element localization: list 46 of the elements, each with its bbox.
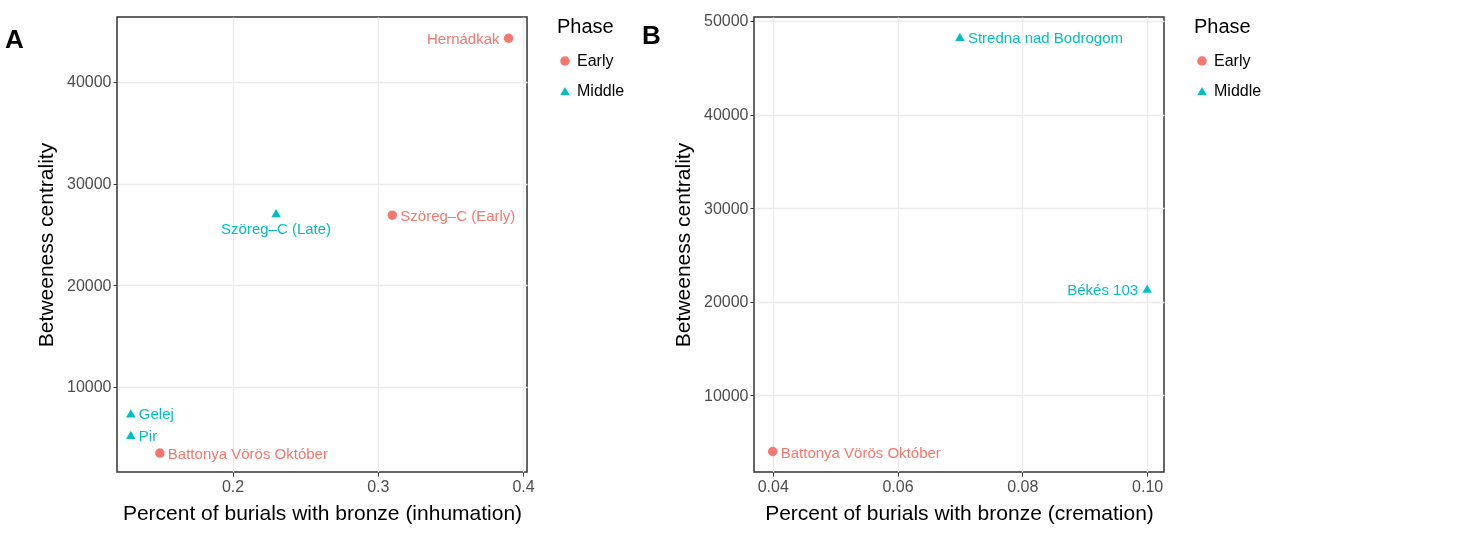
legend-label: Middle bbox=[1214, 82, 1262, 99]
annotation: Békés 103 bbox=[1067, 280, 1139, 298]
annotation: Stredna nad Bodrogom bbox=[967, 28, 1124, 46]
point bbox=[767, 446, 778, 457]
x-tick-label: 0.10 bbox=[1132, 477, 1164, 495]
x-axis-title: Percent of burials with bronze (inhumation) bbox=[122, 500, 523, 524]
y-tick-label: 10000 bbox=[704, 386, 749, 404]
x-tick-label: 0.04 bbox=[757, 477, 789, 495]
chart-title: A bbox=[5, 24, 24, 54]
y-axis-title: Betweeness centrality bbox=[671, 142, 695, 348]
annotation: Battonya Vörös Október bbox=[780, 443, 941, 461]
x-tick-label: 0.06 bbox=[882, 477, 914, 495]
annotation: Battonya Vörös Október bbox=[167, 445, 328, 463]
annotation: Szöreg–C (Early) bbox=[400, 207, 516, 225]
y-tick-label: 20000 bbox=[67, 276, 112, 294]
point bbox=[126, 430, 136, 439]
point bbox=[1142, 284, 1152, 293]
x-tick-label: 0.2 bbox=[221, 477, 245, 495]
y-tick-label: 40000 bbox=[67, 73, 112, 91]
point bbox=[155, 448, 165, 458]
point bbox=[271, 209, 281, 218]
y-axis-title: Betweeness centrality bbox=[34, 142, 58, 348]
x-tick-label: 0.3 bbox=[367, 477, 390, 495]
legend-label: Middle bbox=[577, 82, 625, 99]
chart-title: B bbox=[642, 19, 661, 50]
legend-title: Phase bbox=[1194, 15, 1251, 37]
y-tick-label: 30000 bbox=[704, 199, 749, 217]
point bbox=[503, 33, 514, 43]
legend-title: Phase bbox=[557, 15, 614, 37]
y-tick-label: 30000 bbox=[67, 175, 112, 193]
point bbox=[126, 409, 136, 418]
x-axis-title: Percent of burials with bronze (cremation) bbox=[765, 500, 1154, 524]
annotation: Szöreg–C (Late) bbox=[221, 220, 332, 238]
y-tick-label: 40000 bbox=[704, 106, 749, 124]
legend-label: Early bbox=[577, 52, 614, 69]
annotation: Hernádkak bbox=[427, 30, 501, 48]
legend-label: Early bbox=[1214, 52, 1251, 69]
point bbox=[955, 32, 965, 41]
y-tick-label: 10000 bbox=[67, 378, 112, 396]
annotation: Gelej bbox=[138, 405, 174, 423]
x-tick-label: 0.08 bbox=[1007, 477, 1039, 495]
y-tick-label: 50000 bbox=[704, 12, 749, 30]
y-tick-label: 20000 bbox=[704, 293, 749, 311]
x-tick-label: 0.4 bbox=[512, 477, 535, 495]
annotation: Pir bbox=[138, 426, 158, 444]
point bbox=[387, 210, 398, 220]
